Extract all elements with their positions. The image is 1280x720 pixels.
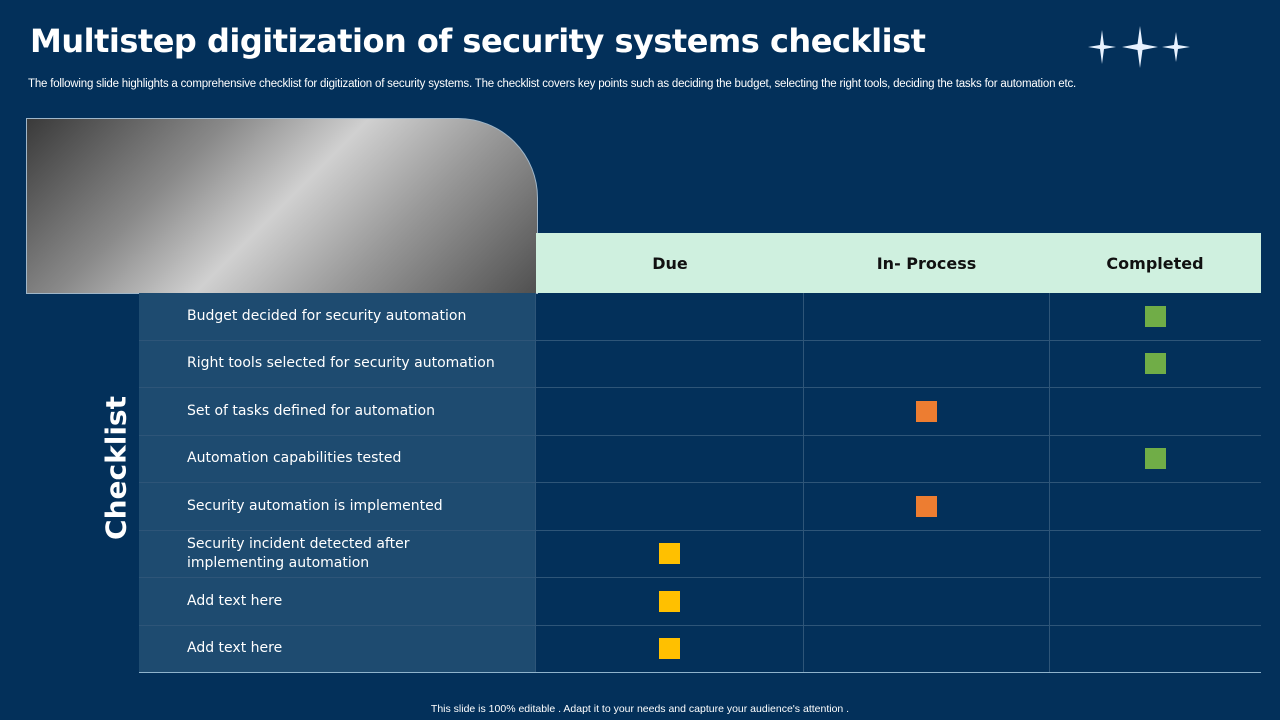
table-row: Add text here bbox=[139, 624, 1261, 672]
column-header-due: Due bbox=[652, 253, 688, 273]
checklist-table: Budget decided for security automation Ri… bbox=[139, 293, 1261, 673]
column-header-in-process: In- Process bbox=[876, 253, 977, 273]
table-row: Security automation is implemented bbox=[139, 482, 1261, 530]
status-cell bbox=[803, 293, 1048, 340]
status-cell bbox=[1048, 293, 1261, 340]
checklist-item-label: Add text here bbox=[139, 625, 536, 672]
status-cell bbox=[535, 435, 803, 482]
desk-photo bbox=[26, 118, 538, 294]
status-cell bbox=[535, 483, 803, 530]
footer-note: This slide is 100% editable . Adapt it t… bbox=[430, 703, 850, 715]
status-cell bbox=[535, 388, 803, 435]
checklist-item-label: Set of tasks defined for automation bbox=[139, 388, 536, 435]
status-cell bbox=[1048, 340, 1261, 387]
status-marker bbox=[1144, 305, 1166, 327]
table-header: Due In- Process Completed bbox=[536, 233, 1261, 293]
status-cell bbox=[535, 530, 803, 577]
status-cell bbox=[1048, 625, 1261, 672]
status-cell bbox=[1048, 578, 1261, 625]
status-marker bbox=[659, 543, 681, 565]
column-header-completed: Completed bbox=[1106, 253, 1204, 273]
status-marker bbox=[915, 495, 937, 517]
checklist-item-label: Security automation is implemented bbox=[139, 483, 536, 530]
status-cell bbox=[803, 388, 1048, 435]
checklist-side-label: Checklist bbox=[99, 396, 133, 540]
status-cell bbox=[1048, 435, 1261, 482]
checklist-item-label: Security incident detected after impleme… bbox=[139, 530, 536, 577]
status-cell bbox=[803, 435, 1048, 482]
checklist-item-label: Automation capabilities tested bbox=[139, 435, 536, 482]
status-cell bbox=[1048, 483, 1261, 530]
table-row: Set of tasks defined for automation bbox=[139, 387, 1261, 435]
status-cell bbox=[535, 340, 803, 387]
status-cell bbox=[1048, 530, 1261, 577]
checklist-item-label: Right tools selected for security automa… bbox=[139, 340, 536, 387]
status-marker bbox=[659, 590, 681, 612]
status-cell bbox=[535, 578, 803, 625]
table-row: Budget decided for security automation bbox=[139, 293, 1261, 340]
status-marker bbox=[1144, 353, 1166, 375]
table-row: Add text here bbox=[139, 577, 1261, 625]
checklist-item-label: Budget decided for security automation bbox=[139, 293, 536, 340]
page-title: Multistep digitization of security syste… bbox=[30, 22, 926, 60]
status-marker bbox=[659, 638, 681, 660]
subtitle: The following slide highlights a compreh… bbox=[28, 78, 1077, 90]
status-cell bbox=[803, 340, 1048, 387]
status-cell bbox=[803, 530, 1048, 577]
status-cell bbox=[535, 625, 803, 672]
status-cell bbox=[1048, 388, 1261, 435]
table-row: Automation capabilities tested bbox=[139, 434, 1261, 482]
checklist-item-label: Add text here bbox=[139, 578, 536, 625]
status-marker bbox=[1144, 448, 1166, 470]
status-marker bbox=[915, 400, 937, 422]
status-cell bbox=[535, 293, 803, 340]
status-cell bbox=[803, 625, 1048, 672]
table-row: Right tools selected for security automa… bbox=[139, 339, 1261, 387]
status-cell bbox=[803, 483, 1048, 530]
table-row: Security incident detected after impleme… bbox=[139, 529, 1261, 577]
sparkle-stars-icon bbox=[1088, 26, 1190, 68]
status-cell bbox=[803, 578, 1048, 625]
